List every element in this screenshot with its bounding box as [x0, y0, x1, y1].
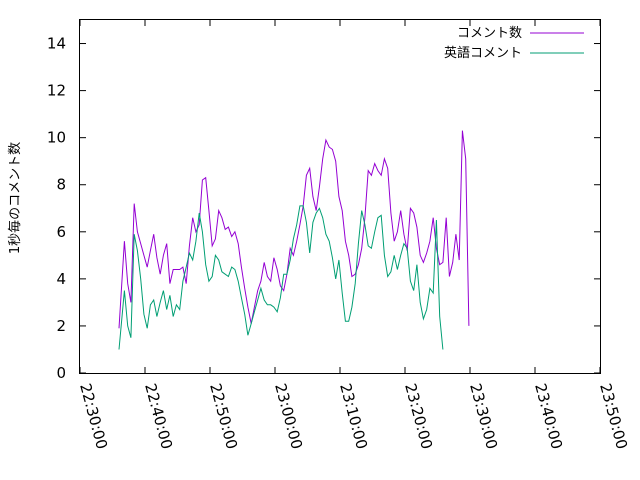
- x-tick-label: 23:50:00: [596, 381, 631, 451]
- x-tick-label: 23:00:00: [271, 381, 306, 451]
- series-lines: [118, 130, 470, 350]
- y-axis-ticks: 0 2 4 6 8 10 12 14: [47, 35, 600, 382]
- x-tick-label: 23:40:00: [531, 381, 566, 451]
- legend-label-series-1: 英語コメント: [444, 45, 522, 61]
- y-tick-label: 12: [47, 82, 66, 100]
- y-axis-label: 1秒毎のコメント数: [7, 142, 23, 254]
- legend-label-series-0: コメント数: [457, 26, 522, 41]
- x-tick-label: 22:50:00: [206, 381, 241, 451]
- y-tick-label: 14: [47, 35, 66, 53]
- y-tick-label: 2: [56, 317, 66, 335]
- y-tick-label: 8: [56, 176, 66, 194]
- x-tick-label: 23:10:00: [336, 381, 371, 451]
- legend: コメント数 英語コメント: [444, 26, 584, 61]
- x-tick-label: 22:30:00: [76, 381, 111, 451]
- plot-frame: [79, 19, 601, 374]
- x-tick-label: 22:40:00: [141, 381, 176, 451]
- y-tick-label: 10: [47, 129, 66, 147]
- y-tick-label: 4: [56, 270, 66, 288]
- x-axis-ticks: 22:30:00 22:40:00 22:50:00 23:00:00 23:10:00…: [76, 20, 631, 451]
- x-tick-label: 23:30:00: [466, 381, 501, 451]
- y-tick-label: 0: [56, 364, 66, 382]
- x-tick-label: 23:20:00: [401, 381, 436, 451]
- series-line-0: [118, 130, 470, 329]
- y-tick-label: 6: [56, 223, 66, 241]
- series-line-1: [118, 205, 444, 350]
